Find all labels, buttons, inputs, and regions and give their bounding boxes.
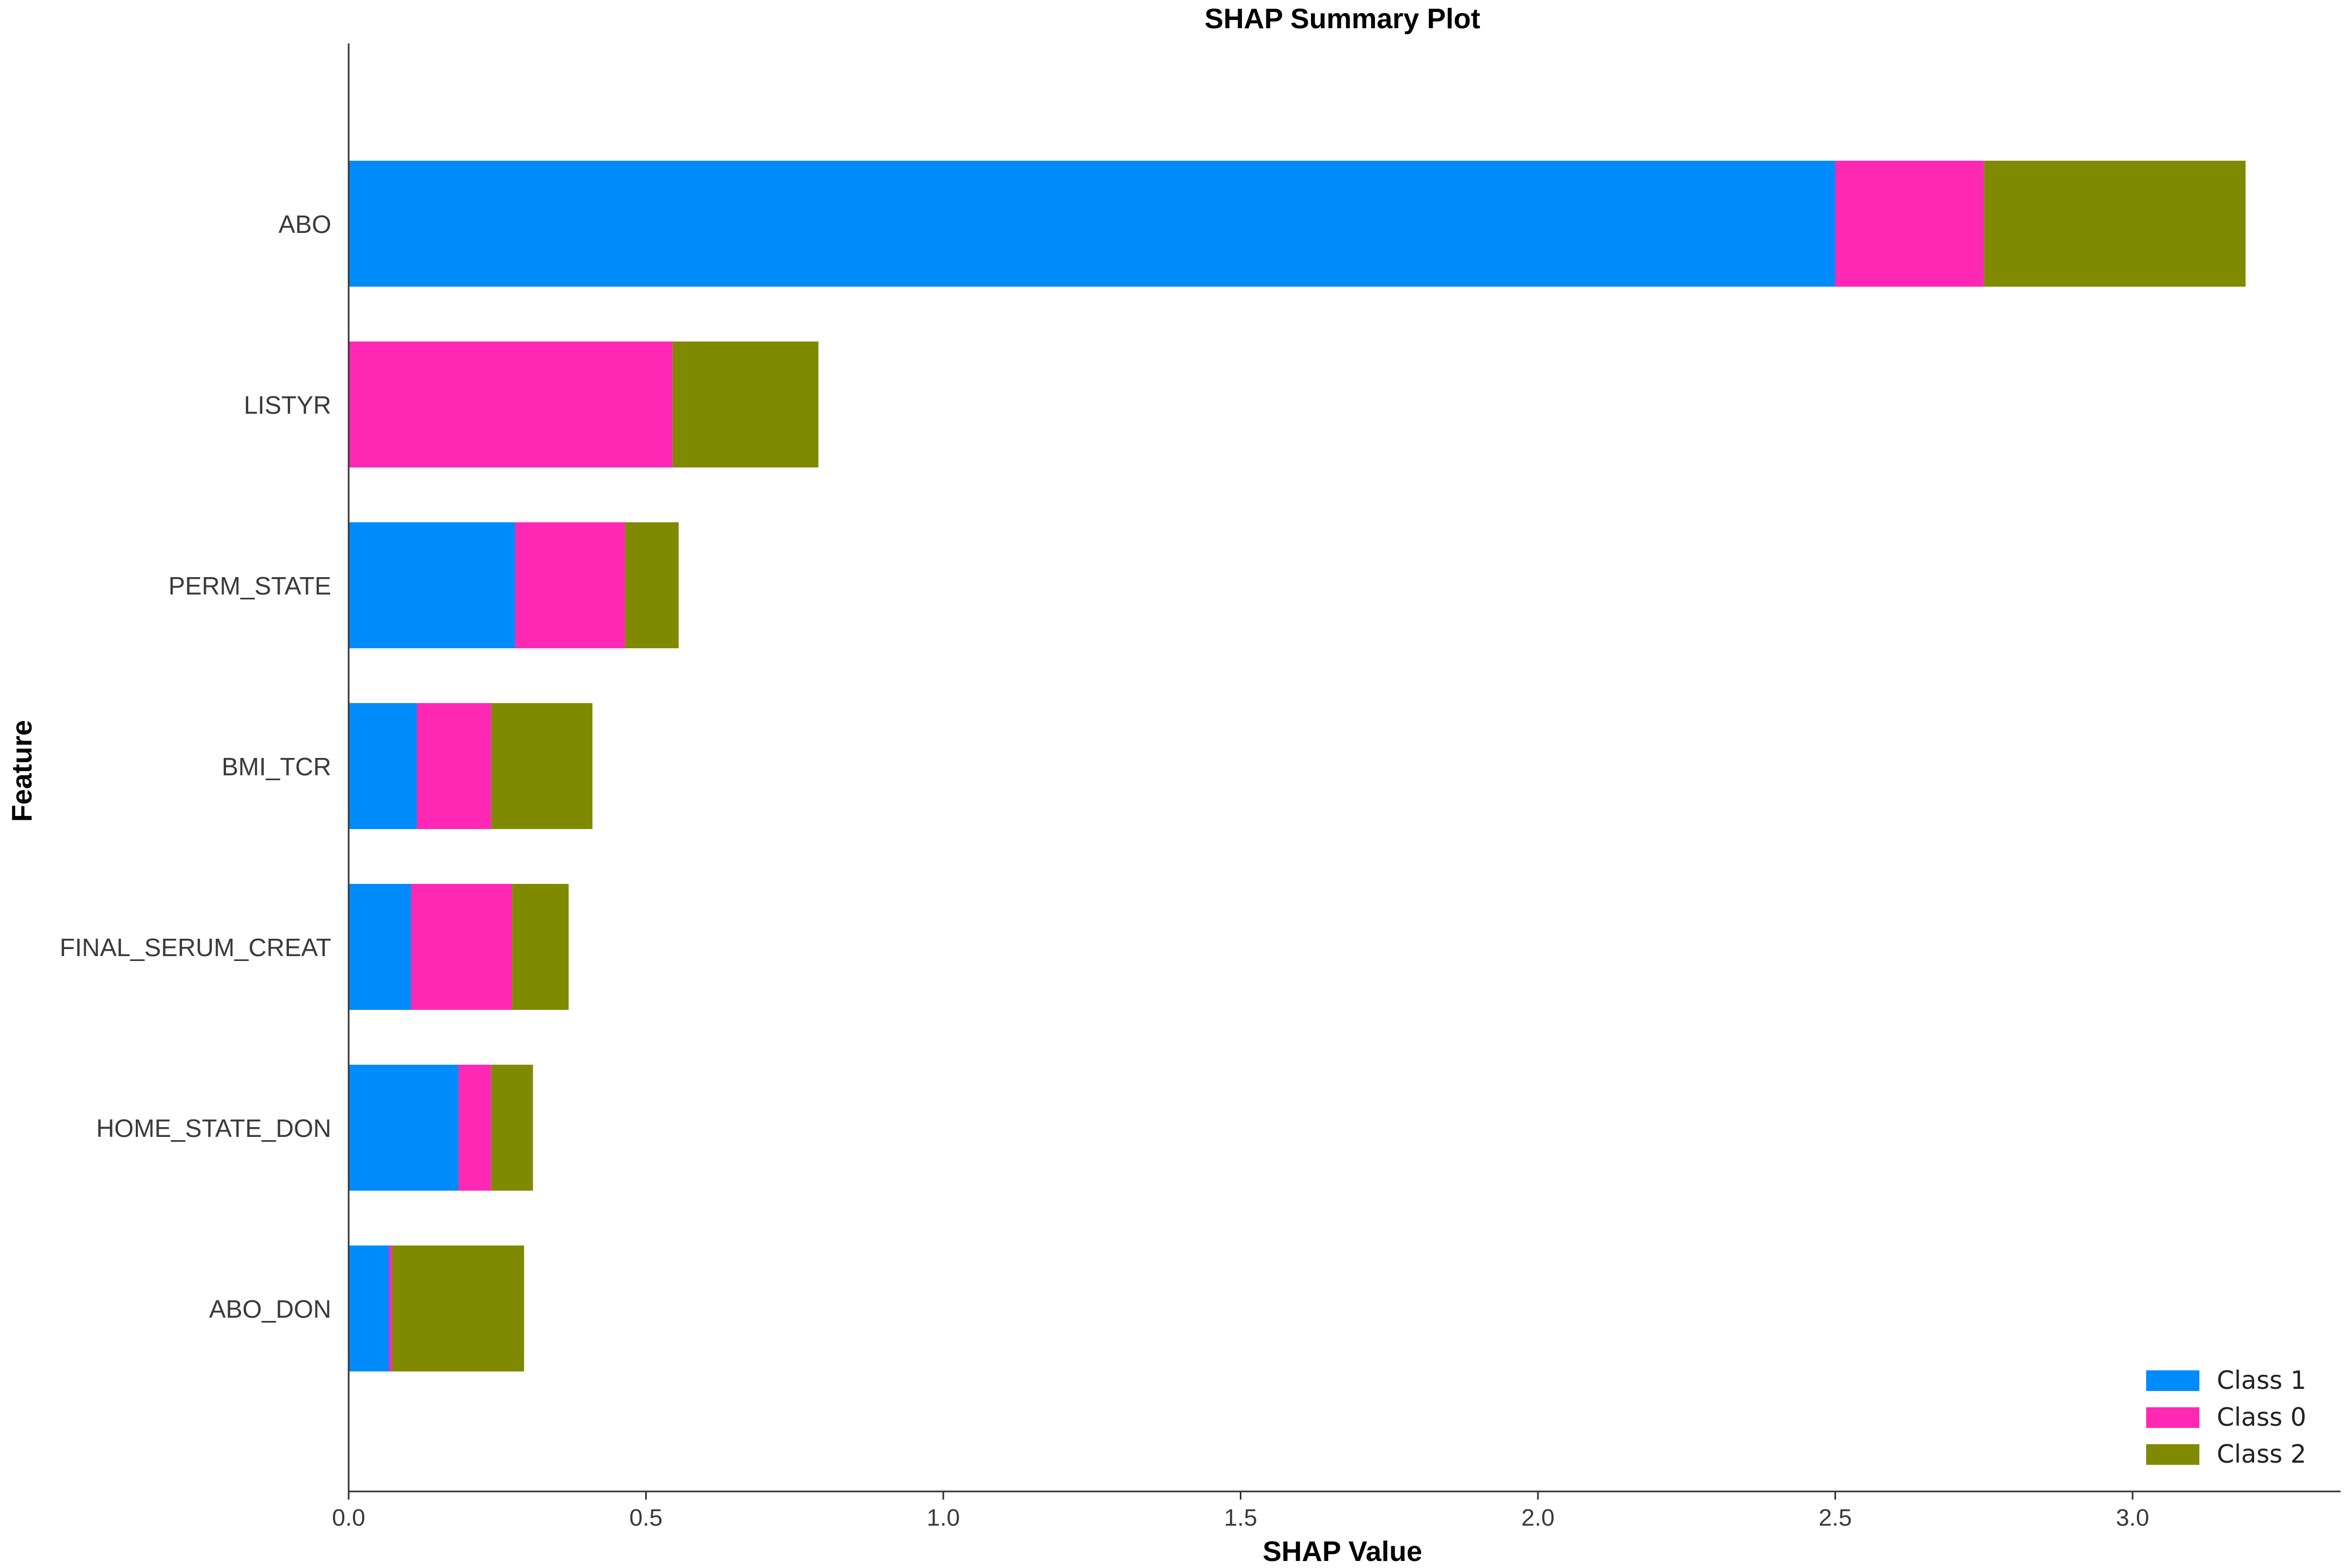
bars-layer — [349, 161, 2246, 1371]
bar-abo-don-series-1 — [389, 1245, 392, 1371]
bar-perm-state-series-1 — [515, 522, 626, 648]
y-tick-label: FINAL_SERUM_CREAT — [60, 933, 331, 962]
x-tick-label: 2.5 — [1819, 1504, 1852, 1531]
x-ticks: 0.0 0.5 1.0 1.5 2.0 2.5 3.0 — [332, 1491, 2149, 1531]
y-tick-label: HOME_STATE_DON — [96, 1114, 331, 1142]
bar-abo-series-1 — [1835, 161, 1984, 287]
bar-bmi-tcr-series-2 — [491, 703, 592, 829]
y-tick-labels: ABO LISTYR PERM_STATE BMI_TCR FINAL_SERUM_CR… — [60, 210, 331, 1323]
x-axis-label: SHAP Value — [1263, 1536, 1422, 1567]
legend-label: Class 2 — [2217, 1439, 2306, 1469]
y-tick-label: ABO — [279, 210, 331, 238]
bar-home-state-don-series-2 — [491, 1065, 533, 1191]
legend: Class 1 Class 0 Class 2 — [2146, 1365, 2306, 1469]
x-tick-label: 0.5 — [629, 1504, 663, 1531]
x-tick-label: 0.0 — [332, 1504, 365, 1531]
chart-title: SHAP Summary Plot — [1204, 3, 1480, 35]
bar-bmi-tcr-series-0 — [349, 703, 417, 829]
bar-perm-state-series-0 — [349, 522, 515, 648]
bar-final-serum-creat-series-1 — [411, 884, 513, 1010]
legend-swatch — [2146, 1370, 2199, 1391]
bar-home-state-don-series-1 — [458, 1065, 491, 1191]
x-tick-label: 3.0 — [2116, 1504, 2149, 1531]
y-tick-label: BMI_TCR — [222, 753, 331, 781]
x-tick-label: 1.5 — [1224, 1504, 1257, 1531]
legend-label: Class 1 — [2217, 1365, 2306, 1395]
legend-label: Class 0 — [2217, 1402, 2306, 1432]
legend-swatch — [2146, 1407, 2199, 1428]
y-tick-label: LISTYR — [244, 391, 331, 419]
bar-final-serum-creat-series-2 — [512, 884, 569, 1010]
bar-abo-don-series-2 — [392, 1245, 525, 1371]
bar-abo-series-0 — [349, 161, 1836, 287]
x-tick-label: 2.0 — [1521, 1504, 1554, 1531]
bar-bmi-tcr-series-1 — [417, 703, 491, 829]
bar-abo-series-2 — [1984, 161, 2246, 287]
bar-listyr-series-1 — [349, 342, 673, 467]
legend-swatch — [2146, 1444, 2199, 1465]
y-tick-label: ABO_DON — [209, 1295, 331, 1323]
bar-perm-state-series-2 — [625, 522, 679, 648]
y-axis-label: Feature — [7, 720, 38, 822]
bar-final-serum-creat-series-0 — [349, 884, 411, 1010]
y-tick-label: PERM_STATE — [168, 572, 331, 600]
x-tick-label: 1.0 — [926, 1504, 960, 1531]
bar-home-state-don-series-0 — [349, 1065, 459, 1191]
bar-abo-don-series-0 — [349, 1245, 389, 1371]
bar-listyr-series-2 — [672, 342, 819, 467]
